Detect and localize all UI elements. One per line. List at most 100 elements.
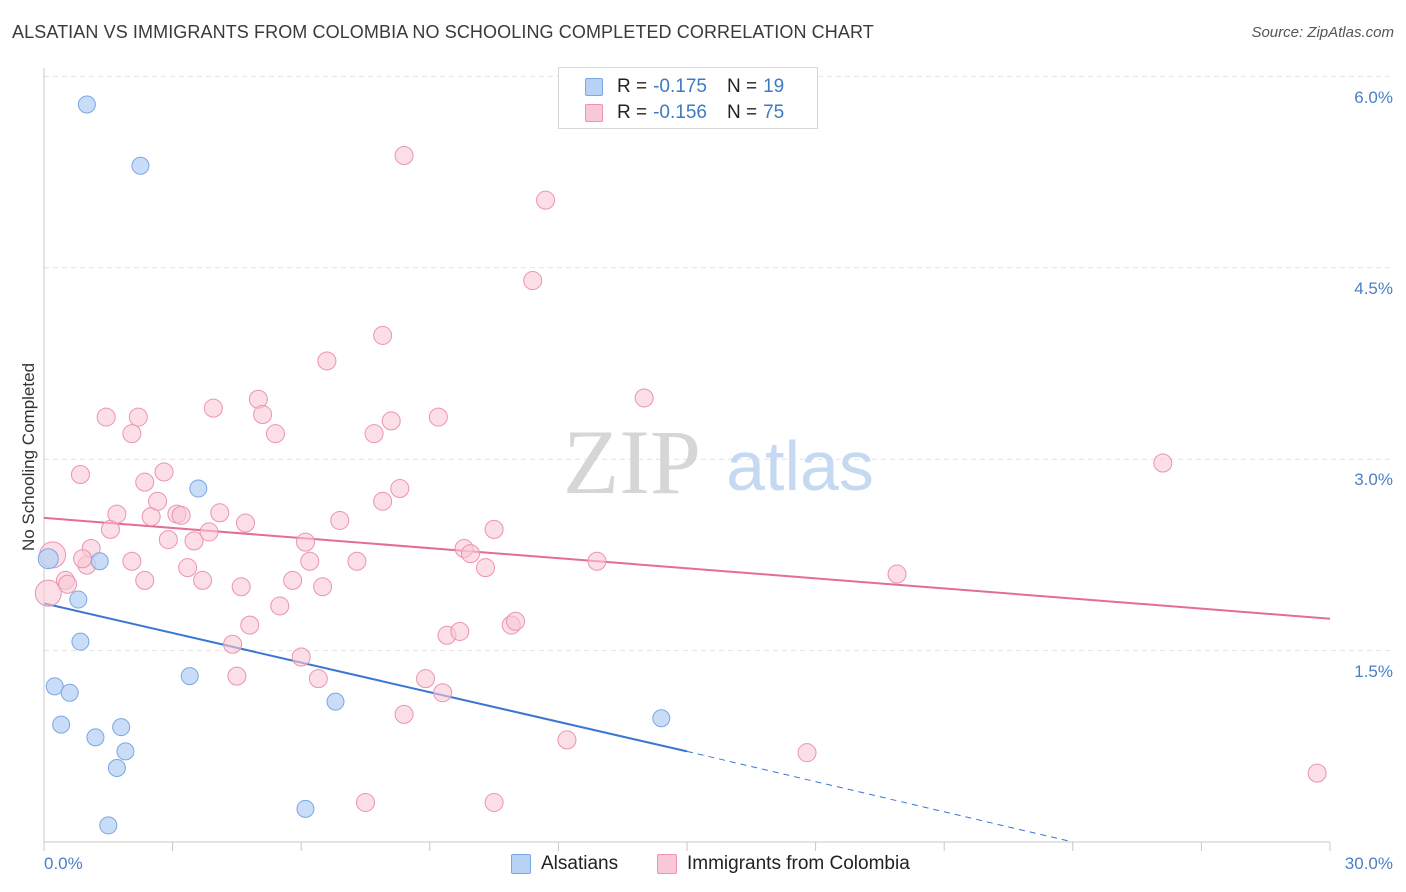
- x-tick-label: 30.0%: [1345, 854, 1393, 873]
- colombia-point: [73, 549, 93, 569]
- colombia-legend-label: Immigrants from Colombia: [687, 853, 910, 874]
- trend-lines: [43, 516, 1331, 843]
- alsatians-r-value: -0.175: [653, 76, 707, 97]
- colombia-point: [484, 792, 504, 812]
- colombia-point: [265, 424, 285, 444]
- alsatians-point: [112, 718, 131, 737]
- alsatians-point: [189, 479, 208, 498]
- alsatians-point: [71, 632, 90, 651]
- legend-item-alsatians[interactable]: Alsatians: [511, 852, 618, 876]
- colombia-point: [416, 669, 436, 689]
- colombia-point: [122, 551, 142, 571]
- alsatians-point: [180, 667, 199, 686]
- colombia-point: [634, 388, 654, 408]
- colombia-point: [308, 669, 328, 689]
- n-label: N =: [726, 102, 758, 123]
- colombia-point: [523, 271, 543, 291]
- colombia-point: [317, 351, 337, 371]
- watermark-zip: ZIP: [563, 411, 701, 513]
- alsatians-n-value: 19: [763, 76, 785, 97]
- colombia-point: [193, 570, 213, 590]
- n-label: N =: [726, 76, 758, 97]
- y-tick-label: 1.5%: [1354, 662, 1393, 681]
- chart-title: ALSATIAN VS IMMIGRANTS FROM COLOMBIA NO …: [12, 22, 874, 42]
- colombia-point: [96, 407, 116, 427]
- colombia-point: [158, 530, 178, 550]
- y-axis-label: No Schooling Completed: [19, 363, 38, 551]
- colombia-point: [1153, 453, 1173, 473]
- legend-row-colombia: R = -0.156 N = 75: [585, 102, 784, 124]
- colombia-swatch: [585, 104, 603, 122]
- colombia-point: [178, 558, 198, 578]
- stats-legend: R = -0.175 N = 19 R = -0.156 N = 75: [558, 67, 818, 129]
- colombia-point: [587, 551, 607, 571]
- y-tick-label: 4.5%: [1354, 279, 1393, 298]
- colombia-point: [210, 503, 230, 523]
- gridlines: [44, 75, 1390, 652]
- colombia-point: [184, 531, 204, 551]
- colombia-point: [506, 611, 526, 631]
- alsatians-point: [99, 816, 118, 835]
- colombia-r-value: -0.156: [653, 102, 707, 123]
- colombia-point: [148, 491, 168, 511]
- colombia-point: [330, 510, 350, 530]
- axes: [43, 68, 1331, 851]
- colombia-point: [390, 479, 410, 499]
- alsatians-point: [326, 692, 345, 711]
- colombia-point: [135, 472, 155, 492]
- colombia-point: [58, 574, 78, 594]
- colombia-point: [171, 505, 191, 525]
- colombia-point: [313, 577, 333, 597]
- colombia-trend-line: [43, 516, 1331, 620]
- colombia-point: [373, 491, 393, 511]
- colombia-point: [557, 730, 577, 750]
- colombia-point: [235, 513, 255, 533]
- colombia-point: [797, 743, 817, 763]
- alsatians-point: [77, 95, 96, 114]
- y-tick-label: 3.0%: [1354, 470, 1393, 489]
- alsatians-point: [116, 742, 135, 761]
- tick-labels: 0.0% 30.0% 6.0% 4.5% 3.0% 1.5%: [44, 88, 1393, 873]
- colombia-point: [199, 522, 219, 542]
- y-tick-label: 6.0%: [1354, 88, 1393, 107]
- colombia-point: [291, 647, 311, 667]
- alsatians-point: [45, 677, 64, 696]
- colombia-point: [107, 504, 127, 524]
- colombia-point: [34, 579, 62, 607]
- alsatians-point: [107, 758, 126, 777]
- r-label: R =: [617, 76, 648, 97]
- alsatians-legend-swatch: [511, 854, 531, 874]
- colombia-point: [135, 570, 155, 590]
- colombia-point: [223, 634, 243, 654]
- colombia-point: [364, 424, 384, 444]
- colombia-point: [270, 596, 290, 616]
- data-points: [34, 95, 1327, 835]
- alsatians-point: [60, 683, 79, 702]
- alsatians-point: [69, 590, 88, 609]
- colombia-point: [461, 544, 481, 564]
- alsatians-point: [37, 548, 59, 570]
- colombia-point: [122, 424, 142, 444]
- alsatians-point: [90, 552, 109, 571]
- colombia-point: [240, 615, 260, 635]
- colombia-point: [300, 551, 320, 571]
- colombia-point: [154, 462, 174, 482]
- colombia-point: [428, 407, 448, 427]
- colombia-point: [227, 666, 247, 686]
- colombia-point: [203, 398, 223, 418]
- alsatians-point: [131, 156, 150, 175]
- alsatians-legend-label: Alsatians: [541, 853, 619, 874]
- alsatians-point: [86, 728, 105, 747]
- alsatians-point: [296, 799, 315, 818]
- colombia-point: [347, 551, 367, 571]
- colombia-point: [231, 577, 251, 597]
- colombia-point: [394, 704, 414, 724]
- legend-row-alsatians: R = -0.175 N = 19: [585, 76, 784, 98]
- alsatians-trend-extension: [686, 750, 1073, 843]
- legend-item-colombia[interactable]: Immigrants from Colombia: [657, 852, 910, 876]
- colombia-point: [253, 405, 273, 425]
- colombia-point: [433, 683, 453, 703]
- watermark: ZIP atlas: [563, 411, 874, 513]
- alsatians-point: [52, 715, 71, 734]
